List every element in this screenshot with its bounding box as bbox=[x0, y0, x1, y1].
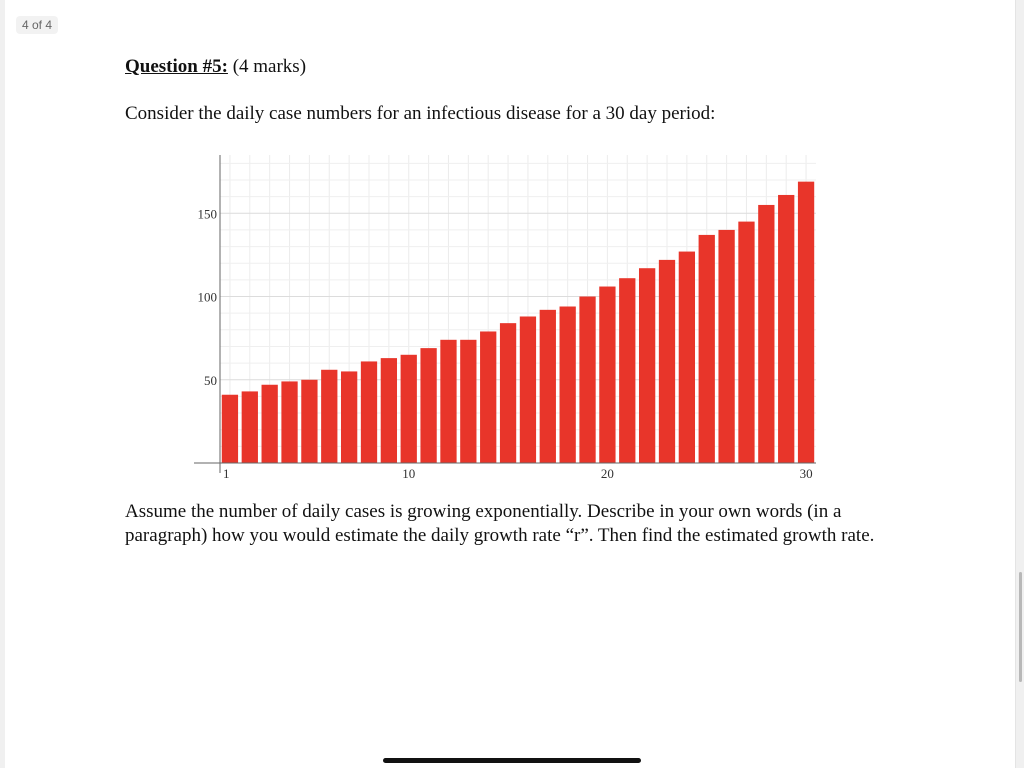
bar-day-11 bbox=[420, 348, 437, 463]
bar-day-26 bbox=[718, 229, 735, 463]
chart-axes bbox=[194, 155, 816, 473]
y-tick-label-100: 100 bbox=[198, 290, 218, 305]
bar-day-17 bbox=[539, 309, 556, 463]
question-body: Assume the number of daily cases is grow… bbox=[125, 501, 875, 546]
bar-day-19 bbox=[579, 296, 596, 463]
bar-day-20 bbox=[599, 286, 616, 463]
bar-day-4 bbox=[281, 381, 298, 463]
question-marks: (4 marks) bbox=[232, 56, 307, 77]
bar-day-24 bbox=[678, 251, 696, 463]
bar-day-12 bbox=[440, 339, 457, 463]
bar-day-28 bbox=[758, 204, 775, 463]
x-tick-label-1: 1 bbox=[223, 466, 230, 481]
bar-day-9 bbox=[380, 358, 398, 463]
bar-day-3 bbox=[261, 384, 278, 463]
home-indicator[interactable] bbox=[383, 758, 641, 763]
bar-day-23 bbox=[658, 259, 676, 463]
bar-day-13 bbox=[460, 339, 477, 463]
question-heading: Question #5: (4 marks) bbox=[125, 56, 306, 78]
bar-day-21 bbox=[619, 278, 636, 463]
bar-day-7 bbox=[340, 371, 358, 463]
bar-day-6 bbox=[321, 369, 338, 463]
question-intro: Consider the daily case numbers for an i… bbox=[125, 103, 716, 124]
bar-day-29 bbox=[778, 194, 795, 463]
bar-day-15 bbox=[499, 323, 517, 463]
y-tick-label-150: 150 bbox=[198, 206, 218, 221]
bar-day-5 bbox=[301, 379, 318, 463]
y-tick-label-50: 50 bbox=[204, 373, 217, 388]
daily-cases-bar-chart: 50 100 150 1 10 20 30 bbox=[194, 155, 816, 481]
chart-tick-labels: 50 100 150 1 10 20 30 bbox=[198, 206, 813, 481]
x-tick-label-30: 30 bbox=[800, 466, 813, 481]
left-border bbox=[0, 0, 5, 768]
bar-day-27 bbox=[738, 221, 755, 463]
bar-day-30 bbox=[797, 181, 815, 464]
page-indicator: 4 of 4 bbox=[16, 16, 59, 34]
chart-bars bbox=[221, 181, 815, 464]
bar-day-16 bbox=[519, 316, 537, 463]
bar-day-14 bbox=[480, 331, 497, 463]
scrollbar-track[interactable] bbox=[1015, 0, 1024, 768]
x-tick-label-10: 10 bbox=[402, 466, 415, 481]
bar-day-1 bbox=[221, 394, 239, 463]
question-title: Question #5: bbox=[125, 56, 228, 77]
bar-day-22 bbox=[638, 268, 656, 463]
bar-day-2 bbox=[241, 391, 258, 463]
scrollbar-thumb[interactable] bbox=[1019, 572, 1022, 682]
x-tick-label-20: 20 bbox=[601, 466, 614, 481]
bar-day-10 bbox=[400, 354, 417, 463]
bar-day-8 bbox=[360, 361, 378, 463]
bar-day-18 bbox=[559, 306, 576, 463]
bar-day-25 bbox=[698, 234, 715, 463]
